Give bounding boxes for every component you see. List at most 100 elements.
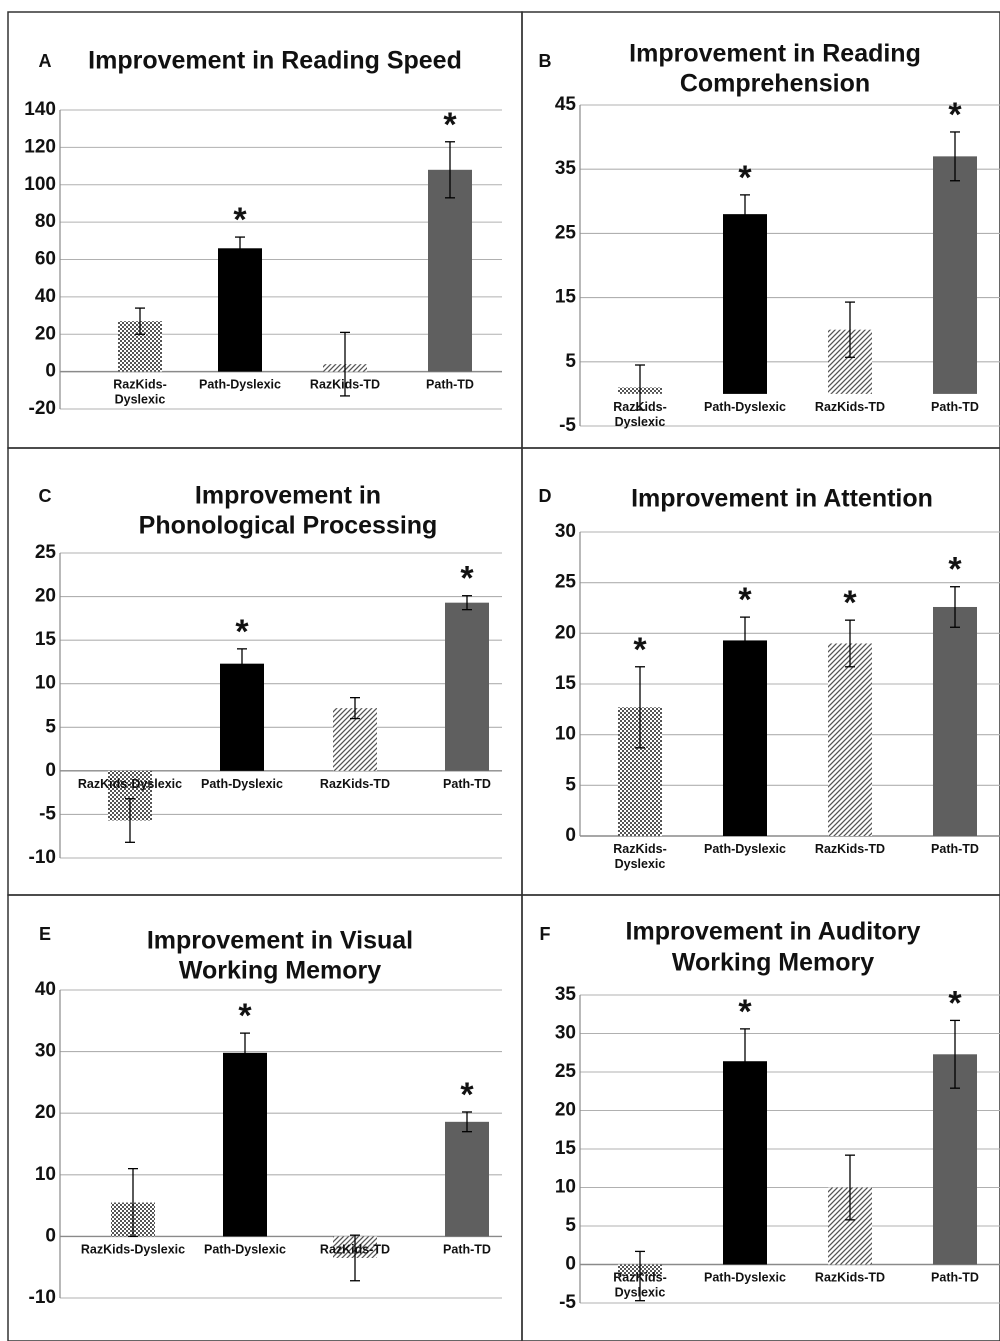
y-tick-label: 5 bbox=[565, 1215, 576, 1236]
significance-star: * bbox=[238, 997, 252, 1035]
x-tick-label: Path-Dyslexic bbox=[199, 378, 281, 392]
x-tick-label: Dyslexic bbox=[615, 857, 666, 871]
significance-star: * bbox=[843, 584, 857, 622]
bar bbox=[445, 1121, 489, 1237]
y-tick-label: 80 bbox=[35, 211, 56, 232]
y-tick-label: 35 bbox=[555, 984, 577, 1005]
y-tick-label: 0 bbox=[45, 361, 56, 382]
chart-title: Improvement in bbox=[195, 482, 381, 510]
x-tick-label: Path-Dyslexic bbox=[201, 777, 283, 791]
y-tick-label: 15 bbox=[555, 287, 577, 308]
y-tick-label: 0 bbox=[565, 825, 576, 846]
y-tick-label: 15 bbox=[35, 629, 57, 650]
chart-panel-f: F Improvement in Auditory Working Memory -5… bbox=[521, 894, 1000, 1341]
significance-star: * bbox=[633, 631, 647, 669]
y-tick-label: -10 bbox=[29, 847, 56, 868]
bar bbox=[933, 156, 977, 394]
y-tick-label: 10 bbox=[555, 724, 576, 745]
y-tick-label: 5 bbox=[565, 351, 576, 372]
x-tick-label: Dyslexic bbox=[615, 415, 666, 429]
significance-star: * bbox=[460, 1076, 474, 1114]
y-tick-label: -5 bbox=[559, 415, 576, 436]
x-tick-label: Path-TD bbox=[443, 1242, 491, 1256]
y-tick-label: 5 bbox=[565, 774, 576, 795]
panel-letter: E bbox=[39, 924, 51, 944]
chart-title: Improvement in Reading bbox=[629, 40, 921, 68]
x-tick-label: RazKids-TD bbox=[815, 842, 885, 856]
chart-title: Working Memory bbox=[179, 957, 381, 985]
significance-star: * bbox=[948, 96, 962, 134]
y-tick-label: 5 bbox=[45, 716, 56, 737]
panel-letter: B bbox=[539, 51, 552, 71]
chart-title: Improvement in Visual bbox=[147, 927, 413, 955]
x-tick-label: RazKids- bbox=[613, 1271, 666, 1285]
y-tick-label: 25 bbox=[555, 1061, 577, 1082]
panel-letter: F bbox=[540, 924, 551, 944]
chart-title: Phonological Processing bbox=[139, 512, 438, 540]
y-tick-label: 20 bbox=[35, 323, 56, 344]
x-tick-label: Path-Dyslexic bbox=[704, 400, 786, 414]
y-tick-label: 10 bbox=[35, 673, 56, 694]
x-tick-label: RazKids-Dyslexic bbox=[78, 777, 182, 791]
y-tick-label: 45 bbox=[555, 94, 577, 115]
x-tick-label: Path-TD bbox=[931, 400, 979, 414]
y-tick-label: -5 bbox=[559, 1292, 576, 1313]
bar bbox=[723, 1061, 767, 1265]
bar bbox=[445, 602, 489, 771]
significance-star: * bbox=[738, 581, 752, 619]
y-tick-label: 0 bbox=[565, 1254, 576, 1275]
y-tick-label: -10 bbox=[29, 1287, 56, 1308]
y-tick-label: 15 bbox=[555, 1138, 577, 1159]
bar bbox=[933, 1054, 977, 1265]
y-tick-label: 25 bbox=[555, 572, 577, 593]
y-tick-label: 30 bbox=[35, 1041, 56, 1062]
y-tick-label: 30 bbox=[555, 1023, 576, 1044]
y-tick-label: 20 bbox=[555, 622, 576, 643]
y-tick-label: 10 bbox=[555, 1177, 576, 1198]
y-tick-label: 20 bbox=[35, 586, 56, 607]
chart-title: Improvement in Reading Speed bbox=[88, 47, 462, 75]
x-tick-label: Dyslexic bbox=[115, 393, 166, 407]
y-tick-label: 120 bbox=[24, 136, 56, 157]
significance-star: * bbox=[948, 984, 962, 1022]
y-tick-label: 35 bbox=[555, 158, 577, 179]
y-tick-label: 40 bbox=[35, 979, 56, 1000]
y-tick-label: 60 bbox=[35, 249, 56, 270]
y-tick-label: 0 bbox=[45, 760, 56, 781]
y-tick-label: 40 bbox=[35, 286, 56, 307]
y-tick-label: 25 bbox=[35, 542, 57, 563]
bar bbox=[933, 606, 977, 836]
chart-title: Working Memory bbox=[672, 949, 874, 977]
bar bbox=[220, 663, 264, 771]
panel-border bbox=[521, 894, 1000, 1341]
x-tick-label: RazKids- bbox=[613, 400, 666, 414]
bar bbox=[723, 214, 767, 394]
significance-star: * bbox=[460, 560, 474, 598]
y-tick-label: 20 bbox=[35, 1102, 56, 1123]
x-tick-label: RazKids- bbox=[113, 378, 166, 392]
y-tick-label: 25 bbox=[555, 222, 577, 243]
y-tick-label: 20 bbox=[555, 1100, 576, 1121]
y-tick-label: 15 bbox=[555, 673, 577, 694]
bar bbox=[723, 640, 767, 836]
x-tick-label: RazKids-TD bbox=[320, 777, 390, 791]
x-tick-label: RazKids-TD bbox=[320, 1242, 390, 1256]
chart-panel-d: D Improvement in Attention 0 5 10 15 20 25 30 * Ra… bbox=[521, 447, 1000, 896]
chart-panel-a: A Improvement in Reading Speed -20 0 20 40 60 8… bbox=[7, 11, 523, 449]
y-tick-label: 100 bbox=[24, 174, 56, 195]
y-tick-label: 0 bbox=[45, 1225, 56, 1246]
x-tick-label: RazKids-TD bbox=[815, 1271, 885, 1285]
significance-star: * bbox=[443, 106, 457, 144]
chart-title: Improvement in Auditory bbox=[626, 918, 921, 946]
y-tick-label: -5 bbox=[39, 803, 56, 824]
x-tick-label: RazKids-TD bbox=[815, 400, 885, 414]
x-tick-label: Path-Dyslexic bbox=[704, 1271, 786, 1285]
x-tick-label: Path-TD bbox=[443, 777, 491, 791]
significance-star: * bbox=[738, 159, 752, 197]
bar bbox=[223, 1052, 267, 1237]
significance-star: * bbox=[738, 993, 752, 1031]
significance-star: * bbox=[948, 551, 962, 589]
y-tick-label: -20 bbox=[29, 398, 56, 419]
